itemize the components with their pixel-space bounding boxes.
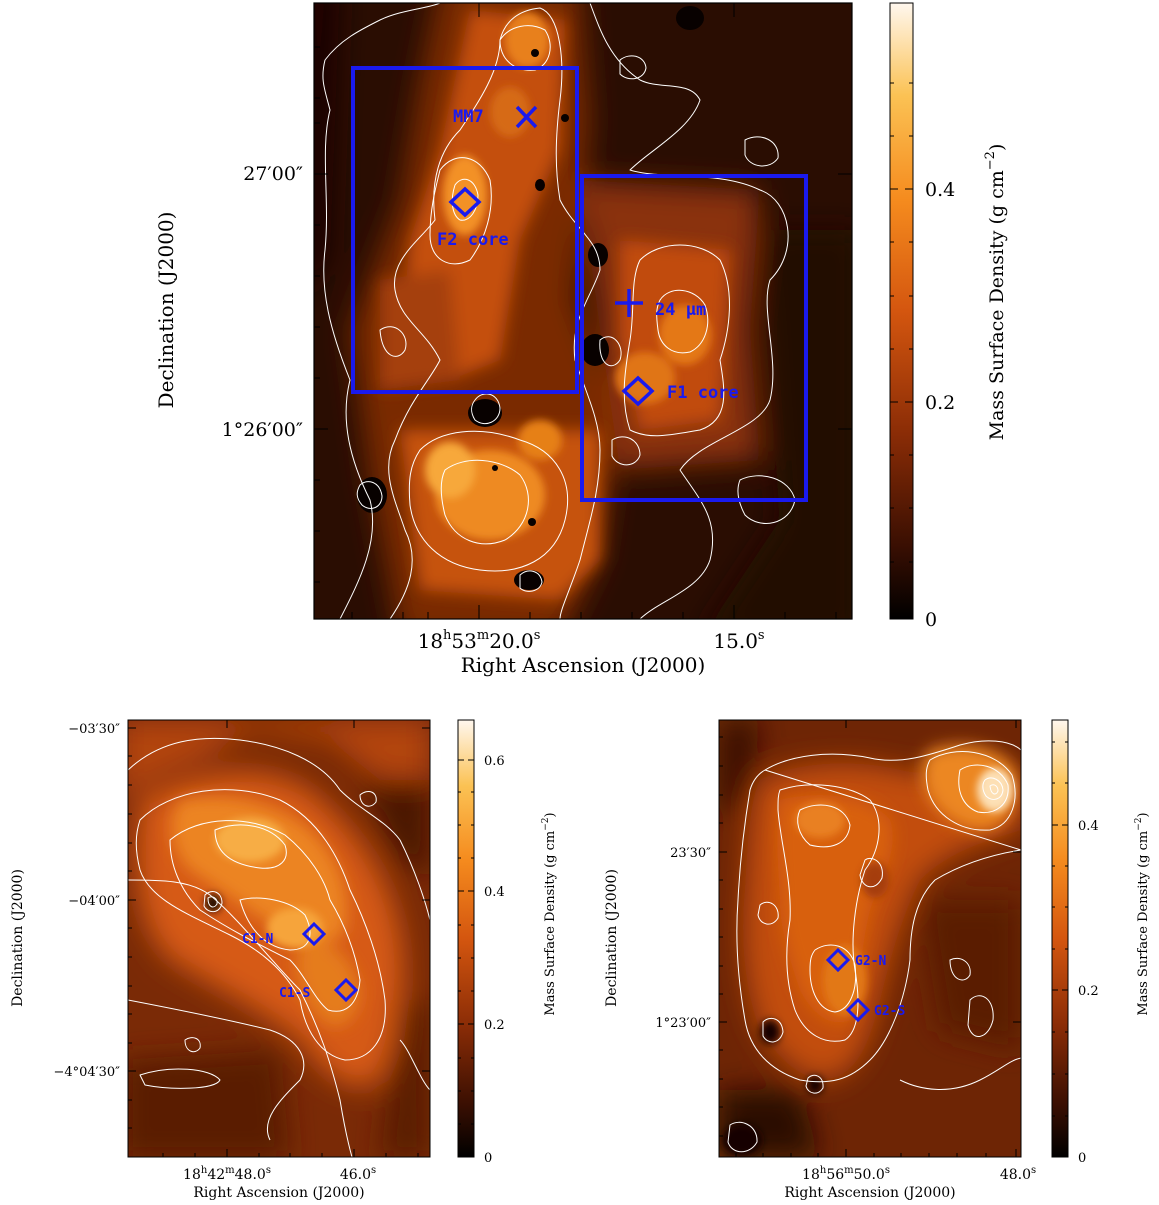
top-cbar-tick-1: 0.2: [925, 392, 955, 414]
bl-plot-frame: [127, 719, 431, 1158]
f1-label: F1 core: [667, 383, 739, 403]
br-annotations: [825, 947, 871, 1023]
top-region-boxes: [351, 66, 808, 502]
bl-y-tick-2: −04′00″: [68, 894, 120, 909]
top-axis-ticks: [314, 3, 852, 619]
bottom-right-panel: G2-N G2-S 23′30″ 1°23′00″ 18h56m50.0s 48…: [604, 719, 1151, 1201]
mm7-label: MM7: [453, 107, 484, 127]
top-colorbar: 0 0.2 0.4 Mass Surface Density (g cm−2): [889, 2, 1008, 631]
br-cbar-tick-1: 0.2: [1078, 984, 1099, 999]
bl-y-tick-1: −03′30″: [68, 722, 120, 737]
bl-colorbar: 0 0.2 0.4 0.6 Mass Surface Density (g cm…: [457, 719, 558, 1166]
mir-plus-marker: [615, 289, 643, 317]
top-y-axis-label: Declination (J2000): [154, 212, 178, 409]
top-box-right: [580, 174, 808, 502]
top-box-left: [351, 66, 579, 394]
br-y-tick-2: 1°23′00″: [655, 1016, 711, 1031]
g2s-label: G2-S: [874, 1004, 905, 1019]
br-cbar-tick-2: 0.4: [1078, 819, 1099, 834]
br-colorbar-gradient: [1051, 719, 1069, 1158]
top-x-tick-1: 18h53m20.0s: [418, 628, 541, 653]
bl-axis-ticks: [128, 720, 430, 1157]
f2-label: F2 core: [437, 230, 509, 250]
bl-x-tick-2: 46.0s: [340, 1165, 376, 1183]
c1n-diamond-marker: [301, 921, 327, 947]
top-x-tick-2: 15.0s: [713, 628, 764, 653]
bl-colorbar-ticks: [458, 759, 474, 1125]
bl-x-axis-label: Right Ascension (J2000): [193, 1185, 364, 1201]
mir-label: 24 μm: [655, 300, 706, 320]
bl-colorbar-gradient: [457, 719, 475, 1158]
top-panel: MM7 F2 core 24 μm F1 core 27′00″ 1°26′00…: [154, 2, 1008, 677]
br-y-axis-label: Declination (J2000): [604, 869, 620, 1007]
c1n-label: C1-N: [242, 932, 273, 947]
bl-cbar-tick-2: 0.4: [484, 885, 505, 900]
bottom-right-image: [719, 720, 1021, 1157]
bl-cbar-tick-3: 0.6: [484, 754, 505, 769]
c1s-label: C1-S: [279, 986, 310, 1001]
br-plot-frame: [718, 719, 1022, 1158]
f1-diamond-marker: [621, 375, 655, 407]
bottom-left-panel: C1-N C1-S −03′30″ −04′00″ −4°04′30″ 18h4…: [10, 719, 558, 1201]
top-x-axis-label: Right Ascension (J2000): [461, 653, 706, 677]
bl-cbar-tick-1: 0.2: [484, 1018, 505, 1033]
top-cbar-tick-2: 0.4: [925, 179, 955, 201]
top-colorbar-gradient: [889, 2, 914, 620]
br-x-axis-label: Right Ascension (J2000): [784, 1185, 955, 1201]
bl-y-axis-label: Declination (J2000): [10, 869, 26, 1007]
bl-x-tick-1: 18h42m48.0s: [183, 1165, 271, 1183]
top-cbar-tick-0: 0: [925, 609, 937, 631]
br-x-tick-1: 18h56m50.0s: [802, 1165, 890, 1183]
top-colorbar-ticks: [890, 82, 913, 620]
top-y-tick-1: 27′00″: [243, 163, 303, 185]
br-cbar-tick-0: 0: [1078, 1151, 1086, 1166]
br-axis-ticks: [719, 720, 1021, 1157]
g2n-diamond-marker: [825, 947, 851, 973]
c1s-diamond-marker: [333, 977, 359, 1003]
br-colorbar: 0 0.2 0.4 Mass Surface Density (g cm−2): [1051, 719, 1151, 1166]
bottom-left-image: [128, 720, 430, 1157]
bl-colorbar-label: Mass Surface Density (g cm−2): [541, 812, 558, 1015]
br-colorbar-label: Mass Surface Density (g cm−2): [1134, 812, 1151, 1015]
g2s-diamond-marker: [845, 997, 871, 1023]
top-y-tick-2: 1°26′00″: [222, 419, 303, 441]
bl-cbar-tick-0: 0: [484, 1151, 492, 1166]
bl-annotations: [301, 921, 359, 1003]
top-plot-frame: [313, 2, 853, 620]
top-colorbar-label: Mass Surface Density (g cm−2): [983, 144, 1008, 441]
g2n-label: G2-N: [855, 954, 886, 969]
top-annotations: [448, 105, 655, 407]
mm7-x-marker: [515, 105, 538, 129]
br-y-tick-1: 23′30″: [670, 846, 711, 861]
br-colorbar-ticks: [1052, 741, 1068, 1117]
br-x-tick-2: 48.0s: [1000, 1165, 1036, 1183]
f2-diamond-marker: [448, 186, 482, 218]
bl-y-tick-3: −4°04′30″: [53, 1065, 120, 1080]
